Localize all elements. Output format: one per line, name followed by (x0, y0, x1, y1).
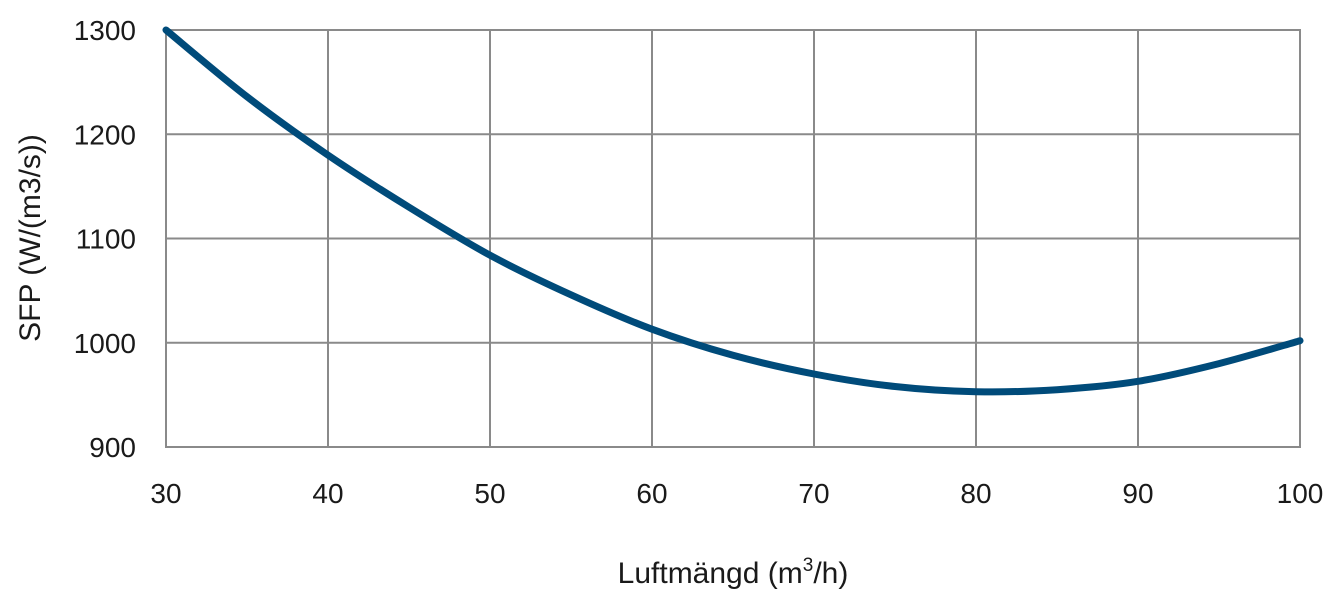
series-line-1 (162, 26, 1304, 396)
y-axis-ticks: 900 1000 1100 1200 1300 (74, 15, 136, 463)
x-tick-label: 60 (636, 478, 667, 509)
x-tick-label: 50 (474, 478, 505, 509)
y-tick-label: 1100 (76, 224, 136, 255)
x-axis-ticks: 30 40 50 60 70 80 90 100 (150, 478, 1323, 509)
x-tick-label: 70 (798, 478, 829, 509)
grid (165, 29, 1301, 448)
x-tick-label: 100 (1277, 478, 1324, 509)
plot-area-frame (165, 29, 1301, 448)
y-tick-label: 1300 (74, 15, 136, 46)
x-tick-label: 30 (150, 478, 181, 509)
x-tick-label: 80 (960, 478, 991, 509)
series-group (162, 26, 1304, 396)
x-axis-title: Luftmängd (m3/h) (618, 555, 849, 589)
x-tick-label: 90 (1122, 478, 1153, 509)
y-axis-title: SFP (W/(m3/s)) (14, 134, 47, 342)
y-tick-label: 1000 (74, 328, 136, 359)
x-tick-label: 40 (312, 478, 343, 509)
y-tick-label: 900 (89, 432, 136, 463)
y-tick-label: 1200 (74, 119, 136, 150)
